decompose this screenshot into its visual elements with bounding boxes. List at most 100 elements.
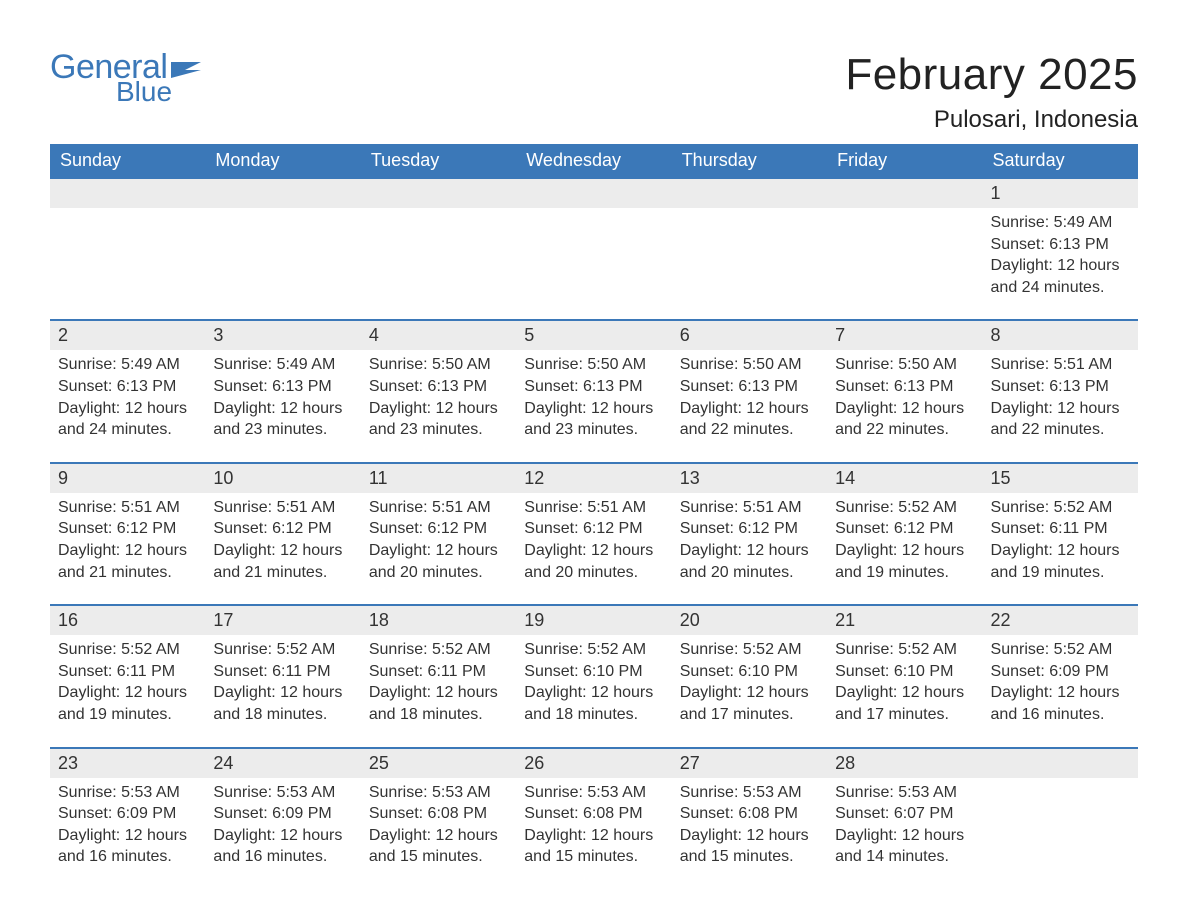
day-number-cell: 23	[50, 748, 205, 778]
day-detail-cell: Sunrise: 5:53 AMSunset: 6:09 PMDaylight:…	[50, 778, 205, 874]
calendar-header-row: SundayMondayTuesdayWednesdayThursdayFrid…	[50, 144, 1138, 178]
day-detail-cell: Sunrise: 5:49 AMSunset: 6:13 PMDaylight:…	[983, 208, 1138, 304]
sunset-line: Sunset: 6:12 PM	[835, 518, 974, 540]
sunset-line: Sunset: 6:13 PM	[680, 376, 819, 398]
day-detail-cell: Sunrise: 5:53 AMSunset: 6:08 PMDaylight:…	[672, 778, 827, 874]
sunset-line: Sunset: 6:12 PM	[369, 518, 508, 540]
sunset-line: Sunset: 6:11 PM	[369, 661, 508, 683]
day-number-cell: 4	[361, 320, 516, 350]
daylight-line: Daylight: 12 hours and 18 minutes.	[524, 682, 663, 725]
sunrise-line: Sunrise: 5:51 AM	[58, 497, 197, 519]
week-separator	[50, 732, 1138, 748]
day-detail-cell: Sunrise: 5:51 AMSunset: 6:13 PMDaylight:…	[983, 350, 1138, 446]
sunrise-line: Sunrise: 5:51 AM	[680, 497, 819, 519]
sunset-line: Sunset: 6:12 PM	[524, 518, 663, 540]
day-detail-cell: Sunrise: 5:51 AMSunset: 6:12 PMDaylight:…	[516, 493, 671, 589]
sunrise-line: Sunrise: 5:51 AM	[991, 354, 1130, 376]
brand-logo: General Blue	[50, 50, 205, 106]
day-number-cell: 10	[205, 463, 360, 493]
day-detail-cell: Sunrise: 5:52 AMSunset: 6:10 PMDaylight:…	[672, 635, 827, 731]
daylight-line: Daylight: 12 hours and 16 minutes.	[213, 825, 352, 868]
day-detail-cell: Sunrise: 5:51 AMSunset: 6:12 PMDaylight:…	[50, 493, 205, 589]
sunset-line: Sunset: 6:07 PM	[835, 803, 974, 825]
empty-cell	[205, 208, 360, 304]
sunset-line: Sunset: 6:13 PM	[524, 376, 663, 398]
sunset-line: Sunset: 6:10 PM	[524, 661, 663, 683]
day-detail-cell: Sunrise: 5:52 AMSunset: 6:11 PMDaylight:…	[205, 635, 360, 731]
week-number-row: 2345678	[50, 320, 1138, 350]
day-detail-cell: Sunrise: 5:53 AMSunset: 6:09 PMDaylight:…	[205, 778, 360, 874]
calendar-page: General Blue February 2025 Pulosari, Ind…	[0, 0, 1188, 904]
daylight-line: Daylight: 12 hours and 21 minutes.	[213, 540, 352, 583]
sunset-line: Sunset: 6:13 PM	[369, 376, 508, 398]
daylight-line: Daylight: 12 hours and 14 minutes.	[835, 825, 974, 868]
sunset-line: Sunset: 6:13 PM	[991, 234, 1130, 256]
day-number-cell: 25	[361, 748, 516, 778]
daylight-line: Daylight: 12 hours and 15 minutes.	[524, 825, 663, 868]
sunset-line: Sunset: 6:11 PM	[991, 518, 1130, 540]
daylight-line: Daylight: 12 hours and 21 minutes.	[58, 540, 197, 583]
daylight-line: Daylight: 12 hours and 22 minutes.	[680, 398, 819, 441]
day-number-cell: 1	[983, 178, 1138, 208]
daylight-line: Daylight: 12 hours and 20 minutes.	[369, 540, 508, 583]
sunset-line: Sunset: 6:12 PM	[680, 518, 819, 540]
spacer-cell	[50, 732, 1138, 748]
spacer-cell	[50, 304, 1138, 320]
day-detail-cell: Sunrise: 5:52 AMSunset: 6:11 PMDaylight:…	[983, 493, 1138, 589]
sunset-line: Sunset: 6:08 PM	[369, 803, 508, 825]
daylight-line: Daylight: 12 hours and 19 minutes.	[835, 540, 974, 583]
day-header: Friday	[827, 144, 982, 178]
daylight-line: Daylight: 12 hours and 22 minutes.	[991, 398, 1130, 441]
sunrise-line: Sunrise: 5:52 AM	[835, 497, 974, 519]
day-number-cell: 6	[672, 320, 827, 350]
daylight-line: Daylight: 12 hours and 18 minutes.	[213, 682, 352, 725]
daylight-line: Daylight: 12 hours and 20 minutes.	[524, 540, 663, 583]
month-title: February 2025	[845, 50, 1138, 100]
sunset-line: Sunset: 6:11 PM	[58, 661, 197, 683]
sunset-line: Sunset: 6:10 PM	[680, 661, 819, 683]
sunrise-line: Sunrise: 5:49 AM	[58, 354, 197, 376]
sunrise-line: Sunrise: 5:52 AM	[369, 639, 508, 661]
day-number-cell: 14	[827, 463, 982, 493]
daylight-line: Daylight: 12 hours and 17 minutes.	[680, 682, 819, 725]
location-label: Pulosari, Indonesia	[845, 106, 1138, 134]
daylight-line: Daylight: 12 hours and 19 minutes.	[58, 682, 197, 725]
empty-cell	[672, 178, 827, 208]
sunrise-line: Sunrise: 5:49 AM	[213, 354, 352, 376]
sunrise-line: Sunrise: 5:52 AM	[213, 639, 352, 661]
sunset-line: Sunset: 6:11 PM	[213, 661, 352, 683]
day-detail-cell: Sunrise: 5:50 AMSunset: 6:13 PMDaylight:…	[672, 350, 827, 446]
sunrise-line: Sunrise: 5:51 AM	[524, 497, 663, 519]
empty-cell	[516, 208, 671, 304]
sunrise-line: Sunrise: 5:50 AM	[524, 354, 663, 376]
daylight-line: Daylight: 12 hours and 20 minutes.	[680, 540, 819, 583]
week-detail-row: Sunrise: 5:51 AMSunset: 6:12 PMDaylight:…	[50, 493, 1138, 589]
daylight-line: Daylight: 12 hours and 15 minutes.	[680, 825, 819, 868]
day-number-cell: 21	[827, 605, 982, 635]
day-header: Monday	[205, 144, 360, 178]
day-number-cell: 11	[361, 463, 516, 493]
sunrise-line: Sunrise: 5:53 AM	[835, 782, 974, 804]
week-separator	[50, 589, 1138, 605]
day-detail-cell: Sunrise: 5:52 AMSunset: 6:10 PMDaylight:…	[516, 635, 671, 731]
daylight-line: Daylight: 12 hours and 17 minutes.	[835, 682, 974, 725]
sunrise-line: Sunrise: 5:51 AM	[213, 497, 352, 519]
empty-cell	[50, 178, 205, 208]
day-header: Wednesday	[516, 144, 671, 178]
day-number-cell: 3	[205, 320, 360, 350]
empty-cell	[50, 208, 205, 304]
day-number-cell: 5	[516, 320, 671, 350]
day-number-cell: 2	[50, 320, 205, 350]
sunrise-line: Sunrise: 5:50 AM	[680, 354, 819, 376]
day-detail-cell: Sunrise: 5:53 AMSunset: 6:07 PMDaylight:…	[827, 778, 982, 874]
page-header: General Blue February 2025 Pulosari, Ind…	[50, 50, 1138, 134]
sunset-line: Sunset: 6:09 PM	[58, 803, 197, 825]
sunrise-line: Sunrise: 5:50 AM	[835, 354, 974, 376]
daylight-line: Daylight: 12 hours and 24 minutes.	[58, 398, 197, 441]
day-number-cell: 17	[205, 605, 360, 635]
day-detail-cell: Sunrise: 5:52 AMSunset: 6:10 PMDaylight:…	[827, 635, 982, 731]
sunset-line: Sunset: 6:09 PM	[991, 661, 1130, 683]
empty-cell	[827, 178, 982, 208]
sunset-line: Sunset: 6:09 PM	[213, 803, 352, 825]
daylight-line: Daylight: 12 hours and 18 minutes.	[369, 682, 508, 725]
